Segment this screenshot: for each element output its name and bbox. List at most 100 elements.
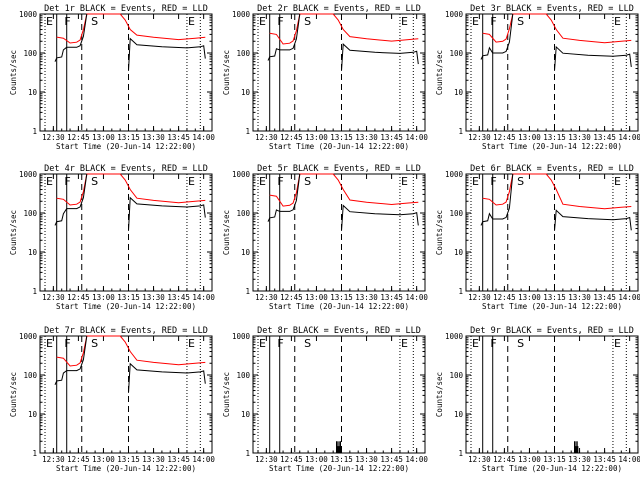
event-marker-label: E <box>472 15 479 28</box>
y-tick-label: 10 <box>454 410 464 419</box>
x-tick-label: 14:00 <box>405 293 428 302</box>
panel-title: Det 2r BLACK = Events, RED = LLD <box>257 4 421 14</box>
x-tick-label: 13:30 <box>142 293 165 302</box>
x-tick-label: 13:15 <box>330 455 353 464</box>
event-marker-label: S <box>91 175 98 188</box>
y-axis-label: Counts/sec <box>435 372 444 417</box>
event-marker-label: F <box>277 15 283 28</box>
x-tick-label: 13:45 <box>380 455 403 464</box>
x-tick-label: 14:00 <box>618 293 640 302</box>
x-tick-label: 13:30 <box>568 293 591 302</box>
y-axis-label: Counts/sec <box>222 210 231 255</box>
x-tick-label: 13:30 <box>142 133 165 142</box>
y-tick-label: 100 <box>23 209 37 218</box>
event-marker-label: S <box>91 337 98 350</box>
x-tick-label: 12:30 <box>42 293 65 302</box>
y-tick-label: 100 <box>449 209 463 218</box>
x-tick-label: 12:45 <box>493 133 516 142</box>
panel-det-9r: Det 9r BLACK = Events, RED = LLD 1 10 100 10… <box>435 326 640 473</box>
panel-title: Det 7r BLACK = Events, RED = LLD <box>44 326 208 336</box>
event-marker-label: S <box>517 175 524 188</box>
event-marker-label: E <box>188 175 195 188</box>
panel-det-1r: Det 1r BLACK = Events, RED = LLD 1 10 100 10… <box>9 4 215 151</box>
y-axis-label: Counts/sec <box>222 50 231 95</box>
panel-title: Det 4r BLACK = Events, RED = LLD <box>44 164 208 174</box>
events-series-decay <box>554 45 632 71</box>
x-tick-label: 12:30 <box>468 133 491 142</box>
y-tick-label: 1 <box>32 127 37 136</box>
y-tick-label: 1000 <box>19 332 38 341</box>
y-tick-label: 10 <box>241 248 251 257</box>
lld-series <box>269 173 419 207</box>
x-axis-label: Start Time (20-Jun-14 12:22:00) <box>269 142 409 151</box>
x-tick-label: 13:45 <box>167 293 190 302</box>
events-series-decay <box>341 204 419 231</box>
x-tick-label: 12:45 <box>67 455 90 464</box>
x-tick-label: 14:00 <box>192 455 215 464</box>
x-axis-label: Start Time (20-Jun-14 12:22:00) <box>482 142 622 151</box>
event-marker-label: E <box>472 175 479 188</box>
y-tick-label: 10 <box>28 88 38 97</box>
x-tick-label: 12:45 <box>280 133 303 142</box>
x-tick-label: 13:00 <box>92 293 115 302</box>
x-tick-label: 13:30 <box>355 293 378 302</box>
plot-frame <box>252 173 426 292</box>
y-tick-label: 100 <box>23 371 37 380</box>
x-tick-label: 13:00 <box>518 293 541 302</box>
x-tick-label: 12:30 <box>42 455 65 464</box>
x-tick-label: 13:00 <box>92 455 115 464</box>
plot-frame <box>252 335 426 454</box>
x-tick-label: 13:00 <box>305 293 328 302</box>
panel-det-7r: Det 7r BLACK = Events, RED = LLD 1 10 100 10… <box>9 326 215 473</box>
y-tick-label: 1 <box>458 449 463 458</box>
x-tick-label: 12:45 <box>280 455 303 464</box>
x-tick-label: 12:45 <box>280 293 303 302</box>
event-marker-label: E <box>401 15 408 28</box>
y-tick-label: 1 <box>458 127 463 136</box>
events-series-decay <box>554 209 632 231</box>
event-marker-label: E <box>614 15 621 28</box>
x-tick-label: 12:30 <box>255 455 278 464</box>
event-marker-label: F <box>277 175 283 188</box>
event-marker-label: E <box>46 175 53 188</box>
x-tick-label: 14:00 <box>405 133 428 142</box>
x-tick-label: 12:45 <box>67 133 90 142</box>
x-axis-label: Start Time (20-Jun-14 12:22:00) <box>269 464 409 473</box>
x-axis-label: Start Time (20-Jun-14 12:22:00) <box>56 142 196 151</box>
event-marker-label: F <box>490 15 496 28</box>
panel-title: Det 8r BLACK = Events, RED = LLD <box>257 326 421 336</box>
x-tick-label: 12:45 <box>493 455 516 464</box>
y-axis-label: Counts/sec <box>222 372 231 417</box>
event-marker-label: E <box>614 175 621 188</box>
y-axis-label: Counts/sec <box>9 50 18 95</box>
panel-title: Det 1r BLACK = Events, RED = LLD <box>44 4 208 14</box>
panel-det-4r: Det 4r BLACK = Events, RED = LLD 1 10 100 10… <box>9 164 215 311</box>
x-axis-label: Start Time (20-Jun-14 12:22:00) <box>56 464 196 473</box>
y-tick-label: 1000 <box>232 10 251 19</box>
x-tick-label: 13:45 <box>593 293 616 302</box>
panel-title: Det 9r BLACK = Events, RED = LLD <box>470 326 634 336</box>
x-tick-label: 13:30 <box>355 133 378 142</box>
x-tick-label: 13:00 <box>92 133 115 142</box>
x-tick-label: 13:15 <box>543 133 566 142</box>
x-tick-label: 12:30 <box>255 293 278 302</box>
x-tick-label: 14:00 <box>618 133 640 142</box>
y-tick-label: 10 <box>241 410 251 419</box>
y-tick-label: 1 <box>458 287 463 296</box>
y-tick-label: 1000 <box>19 10 38 19</box>
y-axis-label: Counts/sec <box>9 372 18 417</box>
x-tick-label: 13:15 <box>543 293 566 302</box>
event-marker-label: E <box>259 15 266 28</box>
panel-det-3r: Det 3r BLACK = Events, RED = LLD 1 10 100 10… <box>435 4 640 151</box>
events-series-decay <box>128 362 206 393</box>
event-marker-label: F <box>490 337 496 350</box>
y-tick-label: 10 <box>28 410 38 419</box>
y-tick-label: 1 <box>245 287 250 296</box>
event-marker-label: F <box>64 175 70 188</box>
x-tick-label: 14:00 <box>192 293 215 302</box>
y-tick-label: 10 <box>28 248 38 257</box>
event-marker-label: E <box>188 15 195 28</box>
x-tick-label: 13:00 <box>305 455 328 464</box>
panel-det-6r: Det 6r BLACK = Events, RED = LLD 1 10 100 10… <box>435 164 640 311</box>
y-tick-label: 1 <box>245 127 250 136</box>
